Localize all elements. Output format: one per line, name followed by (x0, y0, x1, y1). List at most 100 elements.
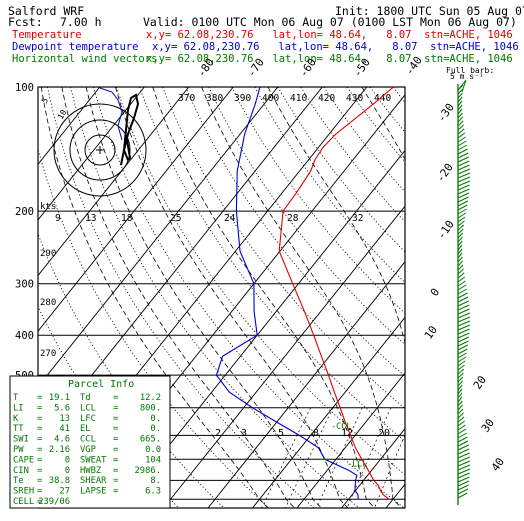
parcel-param-eq: = (113, 403, 118, 413)
wind-barb (457, 400, 463, 407)
parcel-param-value: 239/06 (38, 497, 70, 507)
wind-barb (457, 456, 470, 463)
isotherm-label: -50 (351, 56, 373, 80)
wind-barb (457, 116, 464, 123)
isotherm-label: -60 (297, 56, 319, 80)
dry-adiabat-label: 370 (178, 93, 195, 104)
dry-adiabat (139, 87, 405, 442)
parcel-param-value: 27 (59, 487, 70, 497)
dry-adiabat (508, 87, 524, 508)
parcel-param-name: LAPSE (80, 487, 106, 497)
parcel-param-value: 800. (140, 403, 161, 413)
wind-barb (457, 380, 463, 387)
wind-barb (457, 356, 467, 363)
parcel-param-value: 38.8 (49, 476, 70, 486)
parcel-param-value: 665. (140, 435, 161, 445)
dry-adiabat-label: 440 (374, 93, 391, 104)
dry-adiabat-label: 390 (234, 93, 251, 104)
dry-adiabat (162, 87, 405, 410)
wind-barb (457, 200, 469, 207)
parcel-param-name: HWBZ (80, 466, 102, 476)
dry-adiabat-label: 420 (318, 93, 335, 104)
wind-barb (457, 108, 463, 115)
wind-barb (457, 448, 470, 455)
wind-barb (457, 344, 469, 351)
wind-barb (457, 388, 463, 395)
parcel-param-value: 41 (59, 424, 70, 434)
inner-pressure-label: 290 (40, 249, 56, 259)
valid-time: Valid: 0100 UTC Mon 06 Aug 07 (0100 LST … (143, 15, 517, 29)
wind-barb (457, 292, 468, 299)
wind-barb (457, 424, 466, 431)
wind-barb (457, 404, 463, 411)
wind-barb-legend-unit: 5 m s⁻¹ (450, 72, 484, 81)
forecast-hours: 7.00 h (60, 15, 102, 29)
wind-barb (457, 264, 464, 271)
wind-barb (457, 392, 463, 399)
parcel-param-eq: = (37, 445, 42, 455)
isotherm (38, 87, 279, 388)
inner-pressure-label: 270 (40, 349, 56, 359)
wind-barb (457, 420, 466, 427)
parcel-param-eq: = (37, 455, 42, 465)
wind-barb (457, 176, 471, 183)
parcel-param-value: 8. (150, 476, 161, 486)
wind-barb (457, 360, 466, 367)
wind-barb (457, 244, 463, 251)
wind-barb (457, 248, 463, 255)
wind-barb (457, 172, 471, 179)
isotherm-label: -10 (435, 218, 457, 242)
wind-barb (457, 168, 471, 175)
wind-barb (457, 272, 465, 279)
wind-barb (457, 480, 470, 487)
wind-barb (457, 100, 463, 107)
parcel-param-value: 0. (150, 424, 161, 434)
wind-barb (457, 288, 468, 295)
parcel-param-eq: = (113, 455, 118, 465)
isotherm (341, 427, 405, 508)
parcel-param-value: 12.2 (140, 393, 161, 403)
parcel-param-value: 0 (65, 455, 70, 465)
isotherm (296, 372, 405, 508)
parcel-param-value: 4.6 (54, 435, 70, 445)
isotherm-label: -30 (435, 101, 457, 125)
isotherm-label: -20 (434, 161, 456, 185)
parcel-param-value: 2.16 (49, 445, 70, 455)
dry-adiabat (208, 87, 405, 346)
legend-dewpoint-label: Dewpoint temperature (12, 41, 139, 53)
wind-barb (457, 212, 467, 219)
isotherm-label: -80 (195, 56, 217, 80)
wind-barb (457, 308, 470, 315)
parcel-param-name: LI (13, 403, 24, 413)
wind-barb (457, 88, 464, 95)
isotherm (118, 149, 405, 508)
wind-barb (457, 416, 465, 423)
wind-barb (457, 436, 468, 443)
wind-barb (457, 440, 469, 447)
parcel-param-name: SHEAR (80, 476, 107, 486)
parcel-param-eq: = (113, 435, 118, 445)
wind-barb (457, 460, 471, 467)
hodograph-ring-label: 10 (56, 108, 69, 121)
isotherm (431, 87, 524, 508)
parcel-param-name: Td (80, 393, 91, 403)
moist-adiabat (40, 87, 269, 508)
parcel-param-eq: = (113, 466, 118, 476)
parcel-param-value: 5.6 (54, 403, 70, 413)
init-time: Init: 1800 UTC Sun 05 Aug 07 (335, 4, 524, 18)
parcel-param-value: 104 (145, 455, 161, 465)
wind-barb (457, 148, 468, 155)
isotherm (207, 261, 405, 508)
wind-barb (457, 472, 470, 479)
wind-barb (457, 268, 464, 275)
dry-adiabat (300, 87, 405, 223)
wind-barb (457, 364, 465, 371)
parcel-param-eq: = (37, 403, 42, 413)
hodograph-ring (53, 103, 147, 197)
parcel-param-value: 2986. (135, 466, 161, 476)
isotherm-label: 0 (428, 286, 442, 299)
dry-adiabat-label: 430 (346, 93, 363, 104)
isotherm (38, 87, 101, 165)
moist-adiabat-label: 25 (170, 213, 181, 224)
wind-barb (457, 328, 470, 335)
